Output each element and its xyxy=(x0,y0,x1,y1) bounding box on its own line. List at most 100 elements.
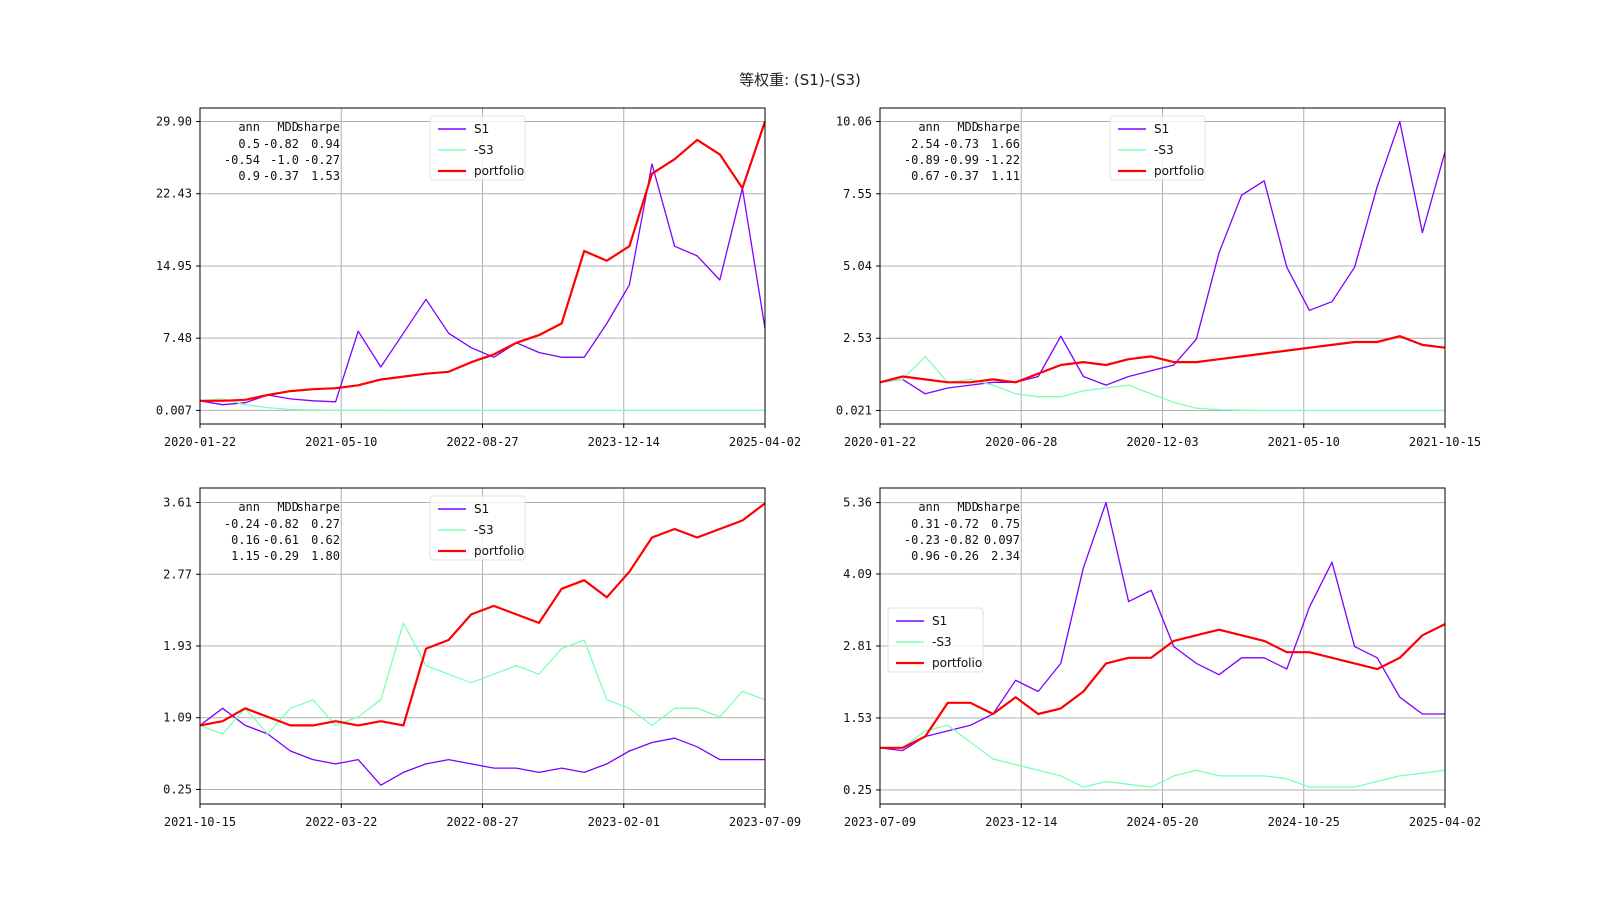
x-tick-label: 2021-10-15 xyxy=(164,815,236,829)
stats-cell: -0.37 xyxy=(943,169,979,183)
legend-label: portfolio xyxy=(932,656,982,670)
stats-row: 0.5 -0.82 0.94 xyxy=(238,137,340,151)
series-line-portfolio xyxy=(200,121,767,402)
stats-cell: 0.27 xyxy=(311,517,340,531)
x-tick-label: 2023-07-09 xyxy=(844,815,916,829)
y-tick-label: 1.09 xyxy=(163,711,192,725)
legend: S1 -S3 portfolio xyxy=(429,495,526,561)
stats-row: -0.54 -1.0 -0.27 xyxy=(224,153,340,167)
stats-header-cell: ann xyxy=(238,120,260,134)
stats-cell: 0.75 xyxy=(991,517,1020,531)
y-tick-label: 14.95 xyxy=(156,259,192,273)
axes-frame xyxy=(879,107,1446,425)
subplot-bottom-right: 0.25 1.53 2.81 4.09 5.36 2023-07-09 2023-12-14… xyxy=(843,487,1481,829)
x-tick-label: 2025-04-02 xyxy=(1409,815,1481,829)
x-tick-label: 2020-06-28 xyxy=(985,435,1057,449)
y-tick-label: 0.021 xyxy=(836,403,872,417)
legend-label: S1 xyxy=(1154,122,1169,136)
stats-cell: -0.61 xyxy=(263,533,299,547)
series-line-S1 xyxy=(199,163,766,406)
stats-cell: -0.82 xyxy=(943,533,979,547)
stats-cell: -0.89 xyxy=(904,153,940,167)
stats-cell: 1.11 xyxy=(991,169,1020,183)
stats-cell: 0.31 xyxy=(911,517,940,531)
stats-cell: 0.5 xyxy=(238,137,260,151)
stats-cell: -0.24 xyxy=(224,517,260,531)
stats-row: 2.54 -0.73 1.66 xyxy=(911,137,1020,151)
legend-label: S1 xyxy=(932,614,947,628)
y-tick-label: 2.53 xyxy=(843,331,872,345)
legend-label: portfolio xyxy=(474,164,524,178)
y-tick-label: 10.06 xyxy=(836,115,872,129)
stats-header: ann MDDsharpe xyxy=(238,120,340,134)
x-tick-label: 2021-05-10 xyxy=(1268,435,1340,449)
stats-row: 0.96 -0.26 2.34 xyxy=(911,549,1020,563)
x-tick-label: 2024-05-20 xyxy=(1126,815,1198,829)
legend-box xyxy=(887,607,984,673)
legend-label: -S3 xyxy=(474,523,494,537)
x-tick-label: 2023-02-01 xyxy=(588,815,660,829)
stats-cell: 0.62 xyxy=(311,533,340,547)
y-tick-label: 0.25 xyxy=(843,783,872,797)
x-tick-label: 2020-01-22 xyxy=(164,435,236,449)
y-tick-label: 1.93 xyxy=(163,639,192,653)
legend: S1 -S3 portfolio xyxy=(887,607,984,673)
subplot-top-left: 0.007 7.48 14.95 22.43 29.90 2020-01-22 2021-0… xyxy=(156,107,801,449)
stats-row: 0.67 -0.37 1.11 xyxy=(911,169,1020,183)
y-tick-label: 22.43 xyxy=(156,187,192,201)
legend-label: portfolio xyxy=(1154,164,1204,178)
stats-cell: 0.097 xyxy=(984,533,1020,547)
x-tick-label: 2023-07-09 xyxy=(729,815,801,829)
stats-cell: 0.67 xyxy=(911,169,940,183)
stats-cell: -0.37 xyxy=(263,169,299,183)
legend-label: -S3 xyxy=(932,635,952,649)
stats-cell: -0.72 xyxy=(943,517,979,531)
stats-row: -0.89 -0.99 -1.22 xyxy=(904,153,1020,167)
stats-header-cell: MDD xyxy=(277,120,299,134)
y-tick-label: 29.90 xyxy=(156,115,192,129)
stats-header-cell: sharpe xyxy=(297,500,340,514)
stats-cell: -0.73 xyxy=(943,137,979,151)
x-tick-label: 2021-05-10 xyxy=(305,435,377,449)
stats-cell: -0.23 xyxy=(904,533,940,547)
stats-header-cell: ann xyxy=(918,120,940,134)
stats-cell: -0.27 xyxy=(304,153,340,167)
stats-cell: 0.94 xyxy=(311,137,340,151)
stats-header-cell: MDD xyxy=(957,500,979,514)
stats-cell: 0.96 xyxy=(911,549,940,563)
y-tick-label: 7.55 xyxy=(843,187,872,201)
series-line-portfolio xyxy=(880,623,1446,749)
series-line-neg-S3 xyxy=(880,724,1446,788)
series-line-neg-S3 xyxy=(199,622,766,735)
y-tick-label: 3.61 xyxy=(163,496,192,510)
stats-cell: -0.29 xyxy=(263,549,299,563)
stats-header-cell: MDD xyxy=(277,500,299,514)
x-tick-label: 2022-08-27 xyxy=(446,815,518,829)
x-tick-label: 2021-10-15 xyxy=(1409,435,1481,449)
stats-cell: -0.82 xyxy=(263,137,299,151)
y-tick-label: 7.48 xyxy=(163,331,192,345)
x-tick-label: 2020-01-22 xyxy=(844,435,916,449)
stats-cell: -0.54 xyxy=(224,153,260,167)
legend-box xyxy=(429,115,526,181)
series-line-portfolio xyxy=(879,335,1446,384)
stats-header-cell: sharpe xyxy=(977,500,1020,514)
legend-label: portfolio xyxy=(474,544,524,558)
series-line-S1 xyxy=(199,707,765,786)
y-tick-label: 1.53 xyxy=(843,711,872,725)
stats-cell: -0.82 xyxy=(263,517,299,531)
stats-header-cell: ann xyxy=(238,500,260,514)
stats-row: -0.23 -0.82 0.097 xyxy=(904,533,1020,547)
series-line-S1 xyxy=(879,501,1445,752)
y-tick-label: 4.09 xyxy=(843,567,872,581)
stats-cell: -0.99 xyxy=(943,153,979,167)
stats-cell: 1.80 xyxy=(311,549,340,563)
stats-cell: 2.54 xyxy=(911,137,940,151)
legend-label: S1 xyxy=(474,122,489,136)
subplot-bottom-left: 0.25 1.09 1.93 2.77 3.61 2021-10-15 2022-03-22… xyxy=(163,487,801,829)
y-tick-label: 5.04 xyxy=(843,259,872,273)
y-tick-label: 0.007 xyxy=(156,403,192,417)
legend: S1 -S3 portfolio xyxy=(1109,115,1206,181)
x-tick-label: 2025-04-02 xyxy=(729,435,801,449)
